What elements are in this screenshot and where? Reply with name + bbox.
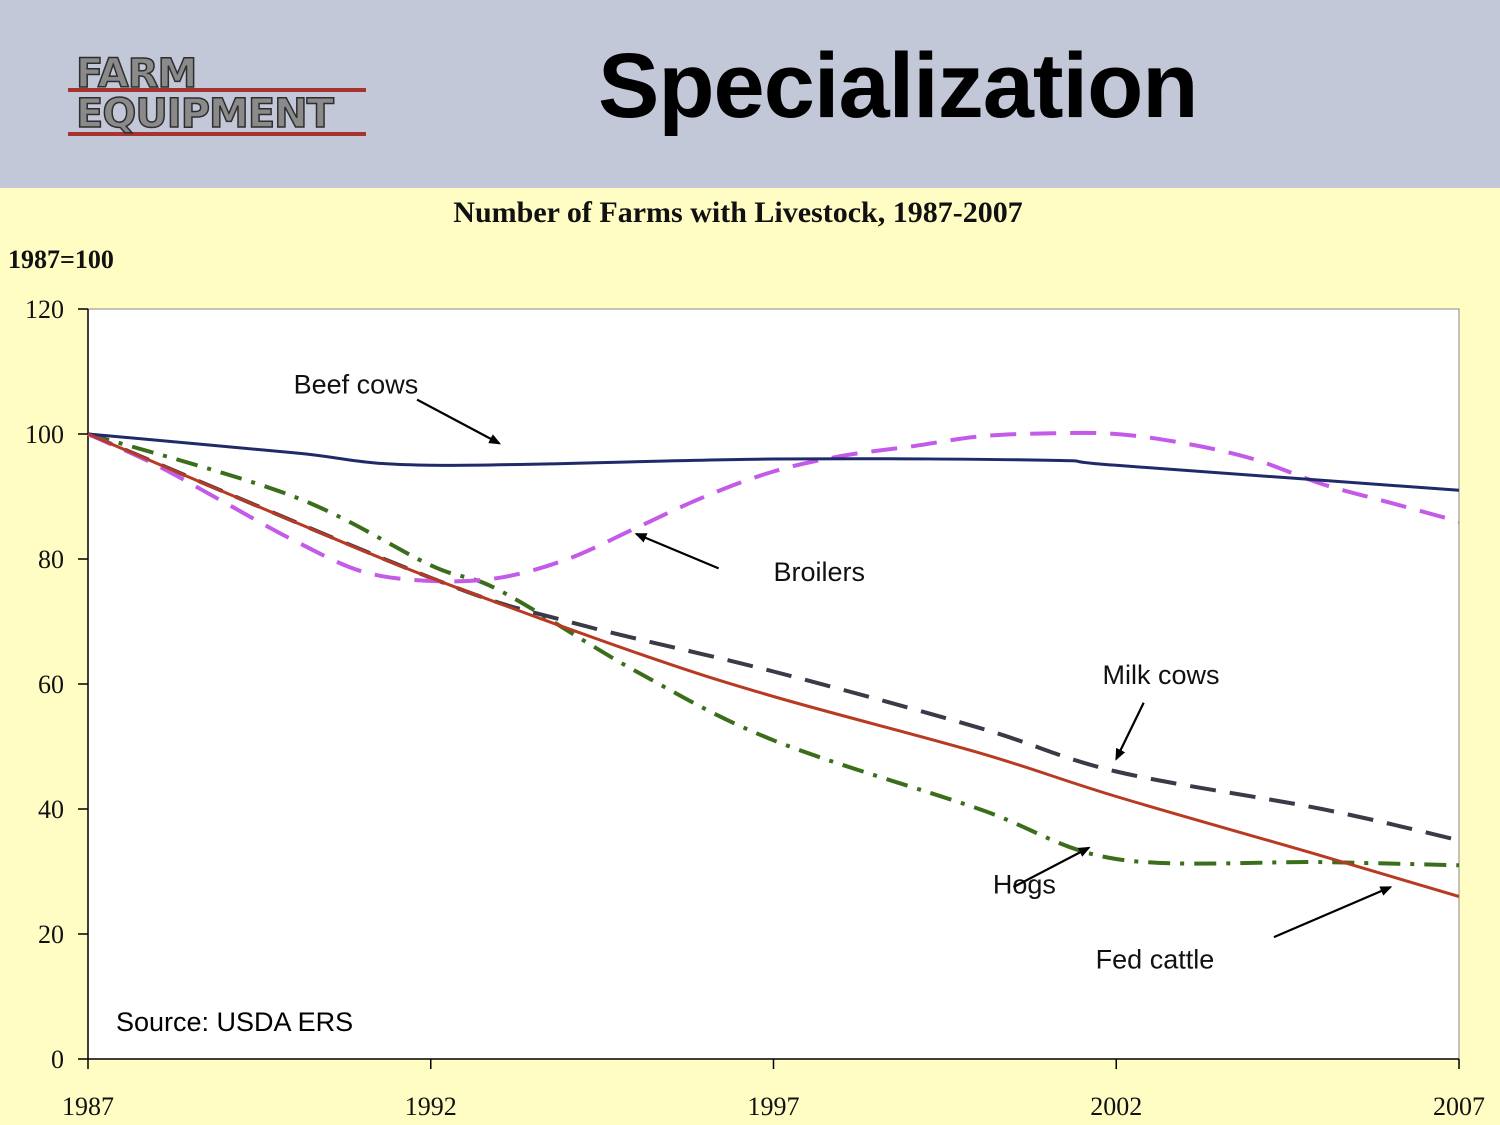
- logo-stripe: [68, 88, 366, 92]
- logo-text-line1: FARM: [75, 51, 198, 97]
- annotation-arrow-beef-cows: [416, 398, 502, 445]
- series-line-milk-cows: [87, 432, 1460, 843]
- y-tick-label: 0: [51, 1045, 64, 1074]
- y-tick-label: 120: [25, 295, 64, 324]
- logo-text-line2: EQUIPMENT: [75, 91, 334, 137]
- slide-header: FARM EQUIPMENT Specialization: [0, 0, 1500, 188]
- y-axis-label: 1987=100: [8, 245, 114, 274]
- y-tick-label: 40: [38, 795, 64, 824]
- farm-equipment-logo: FARM EQUIPMENT: [68, 50, 368, 142]
- x-tick-label: 1997: [748, 1092, 800, 1121]
- annotation-label-beef-cows: Beef cows: [294, 369, 419, 399]
- y-tick-label: 60: [38, 670, 64, 699]
- x-tick-label: 2007: [1433, 1092, 1485, 1121]
- series-line-fed-cattle: [87, 432, 1460, 898]
- y-tick-label: 80: [38, 545, 64, 574]
- x-tick-label: 2002: [1090, 1092, 1142, 1121]
- annotation-label-broilers: Broilers: [774, 557, 866, 587]
- annotations: Beef cows Broilers Milk cows Hogs Fed cattle: [294, 369, 1393, 974]
- logo-stripe: [68, 132, 366, 136]
- x-tick-label: 1992: [405, 1092, 457, 1121]
- annotation-arrow-milk-cows: [1115, 702, 1145, 761]
- annotation-label-fed-cattle: Fed cattle: [1096, 944, 1215, 974]
- annotation-arrow-broilers: [634, 532, 720, 570]
- annotation-arrow-hogs: [1012, 846, 1091, 889]
- chart-title: Number of Farms with Livestock, 1987-200…: [453, 196, 1022, 229]
- plot-area: [87, 308, 1460, 1060]
- y-tick-label: 20: [38, 920, 64, 949]
- source-note: Source: USDA ERS: [116, 1007, 353, 1037]
- series-line-broilers: [87, 430, 1460, 584]
- series-lines: [87, 430, 1460, 898]
- annotation-label-milk-cows: Milk cows: [1103, 660, 1220, 690]
- annotation-arrow-fed-cattle: [1273, 886, 1393, 939]
- annotation-label-hogs: Hogs: [993, 869, 1056, 899]
- series-line-hogs: [87, 432, 1460, 868]
- y-tick-label: 100: [25, 420, 64, 449]
- x-tick-label: 1987: [62, 1092, 114, 1121]
- series-line-beef-cows: [87, 432, 1460, 492]
- slide-title: Specialization: [598, 35, 1198, 137]
